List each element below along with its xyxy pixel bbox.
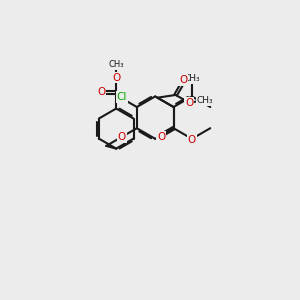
Text: O: O [157, 132, 166, 142]
Text: O: O [188, 135, 196, 145]
Text: Cl: Cl [117, 92, 127, 102]
Text: CH₃: CH₃ [184, 74, 200, 83]
Text: CH₃: CH₃ [196, 96, 213, 105]
Text: CH₃: CH₃ [108, 60, 124, 69]
Text: O: O [118, 132, 126, 142]
Text: O: O [185, 98, 193, 108]
Text: O: O [112, 73, 120, 82]
Text: O: O [97, 88, 105, 98]
Text: O: O [179, 75, 188, 85]
